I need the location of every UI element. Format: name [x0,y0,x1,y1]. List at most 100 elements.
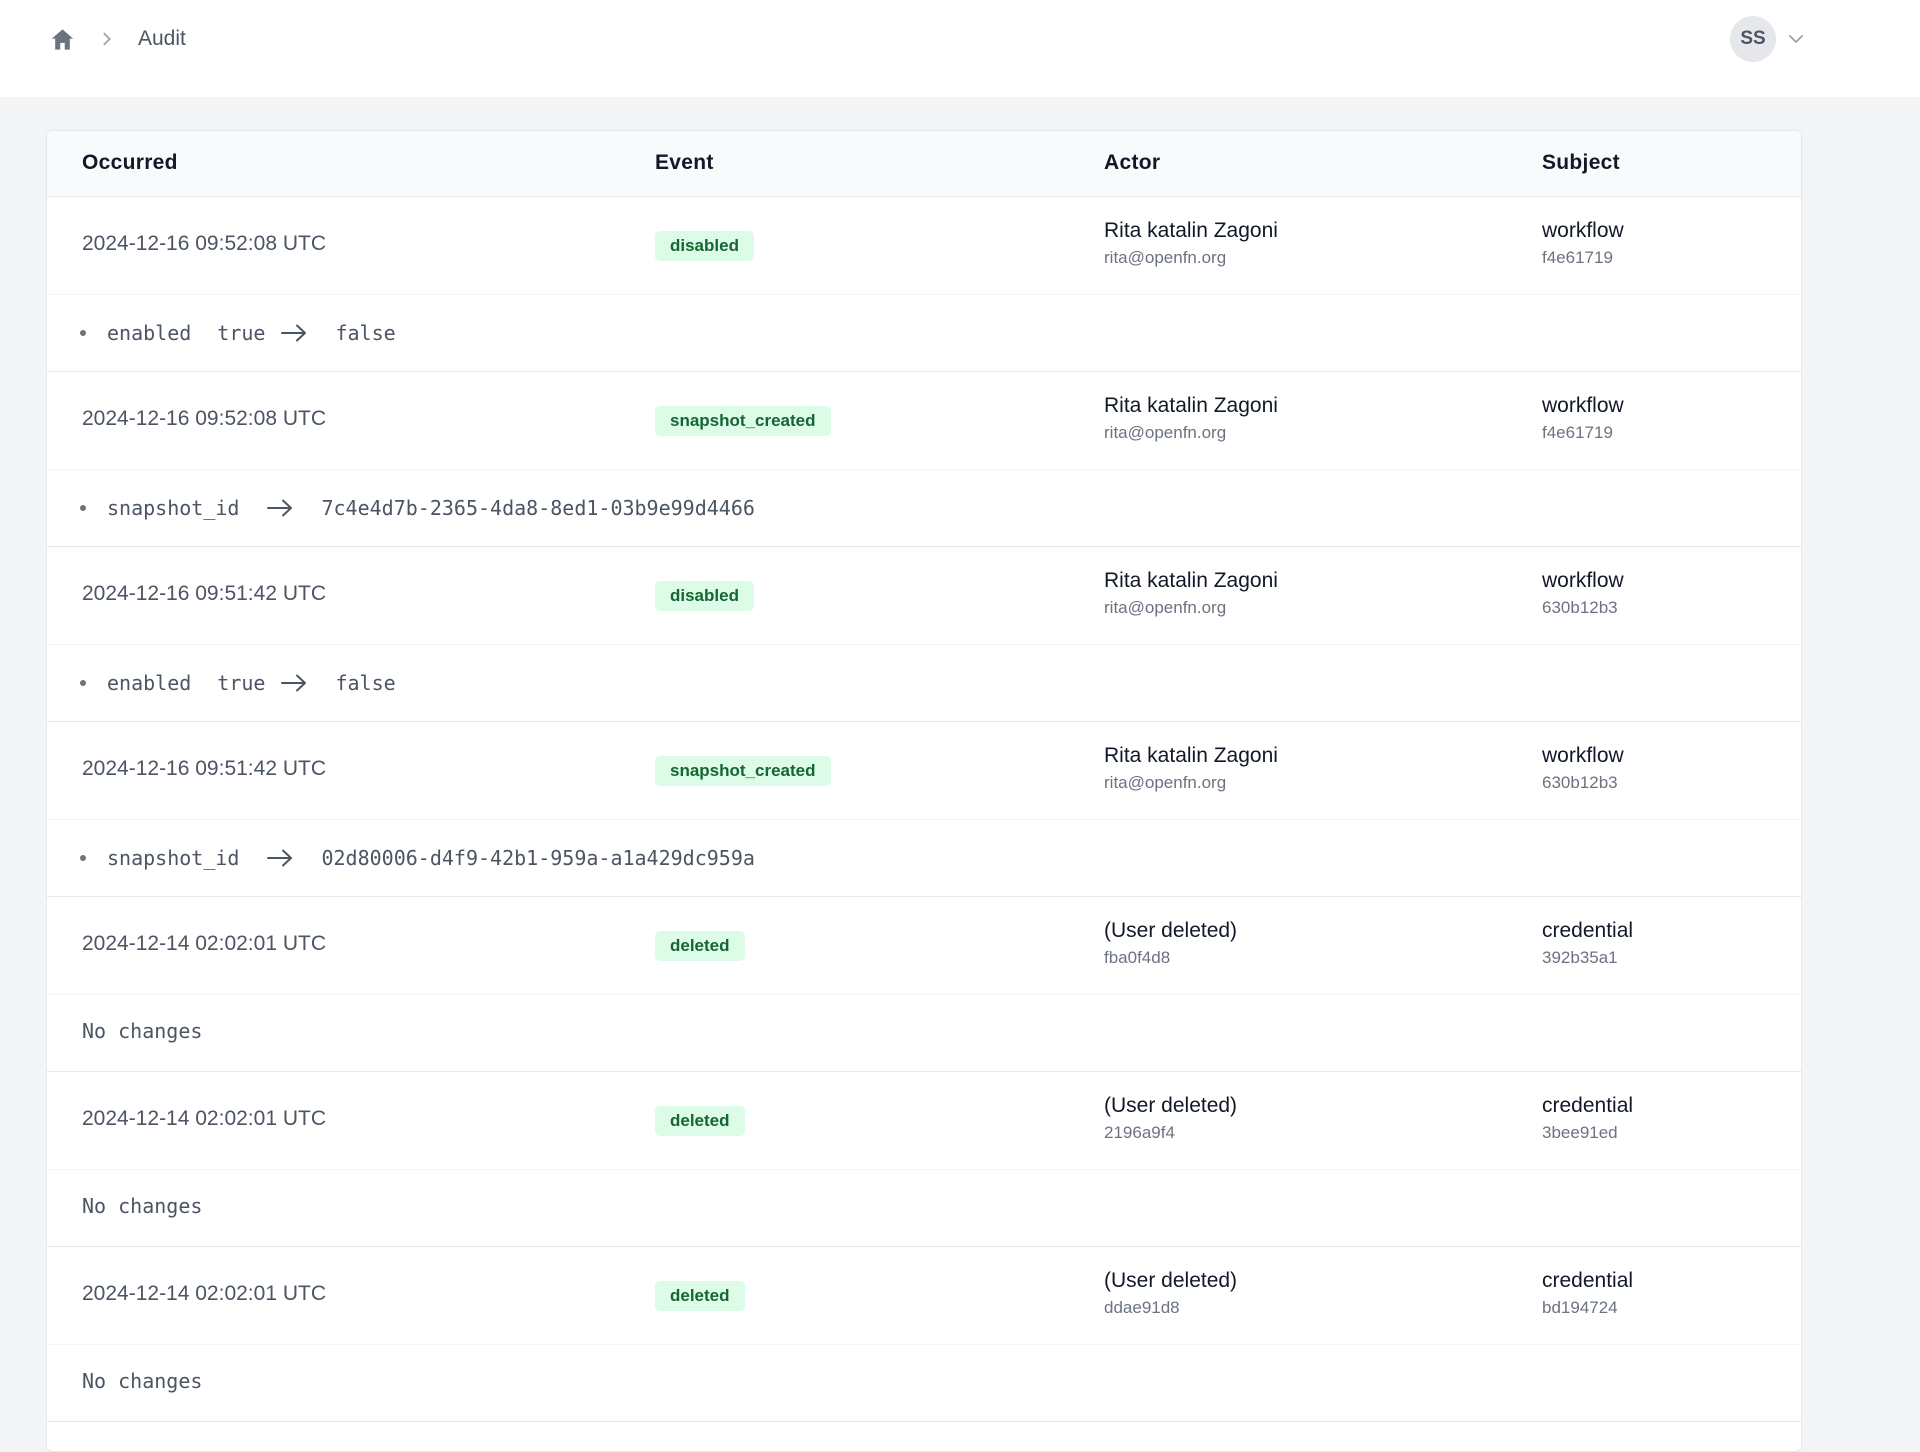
no-changes-text: No changes [82,1019,203,1043]
audit-entry: 2024-12-14 02:02:01 UTC deleted (User de… [47,1247,1801,1422]
top-bar: Audit SS [0,0,1920,97]
event-badge: deleted [655,1106,745,1136]
changes-row: snapshot_id 7c4e4d7b-2365-4da8-8ed1-03b9… [47,470,1801,546]
subject-id: f4e61719 [1542,248,1613,267]
occurred-timestamp: 2024-12-14 02:02:01 UTC [82,932,326,955]
column-header-subject: Subject [1542,151,1620,174]
change-item: enabled true false [80,645,396,721]
actor-name: (User deleted) [1104,1094,1238,1117]
actor-name: Rita katalin Zagoni [1104,394,1278,417]
chevron-down-icon[interactable] [1786,29,1806,49]
change-new-value: 02d80006-d4f9-42b1-959a-a1a429dc959a [321,846,755,870]
breadcrumb: Audit [49,24,186,54]
occurred-timestamp: 2024-12-16 09:51:42 UTC [82,582,326,605]
bullet [80,680,86,686]
bullet [80,330,86,336]
changes-row: No changes [47,1345,1801,1421]
actor-name: Rita katalin Zagoni [1104,569,1278,592]
changes-row: enabled true false [47,645,1801,721]
arrow-right-icon [281,324,307,342]
arrow-right-icon [267,499,293,517]
audit-entry: 2024-12-14 02:02:01 UTC deleted (User de… [47,1072,1801,1247]
no-changes-text: No changes [82,1369,203,1393]
subject-type: workflow [1542,219,1624,242]
actor-id: ddae91d8 [1104,1298,1180,1317]
arrow-right-icon [267,849,293,867]
table-row: 2024-12-14 02:02:01 UTC deleted (User de… [47,1072,1801,1170]
home-icon[interactable] [49,26,76,53]
occurred-timestamp: 2024-12-16 09:52:08 UTC [82,407,326,430]
column-header-actor: Actor [1104,151,1161,174]
subject-id: 630b12b3 [1542,598,1618,617]
chevron-right-icon [103,32,111,46]
avatar[interactable]: SS [1730,16,1776,62]
event-badge: disabled [655,231,754,261]
changes-row: snapshot_id 02d80006-d4f9-42b1-959a-a1a4… [47,820,1801,896]
change-old-value: true [217,321,266,345]
table-row: 2024-12-14 02:02:01 UTC deleted (User de… [47,1247,1801,1345]
bullet [80,855,86,861]
event-badge: deleted [655,931,745,961]
actor-name: (User deleted) [1104,1269,1238,1292]
change-new-value: false [335,321,396,345]
actor-name: Rita katalin Zagoni [1104,219,1278,242]
event-badge: snapshot_created [655,756,831,786]
audit-entry: 2024-12-16 09:52:08 UTC disabled Rita ka… [47,197,1801,372]
changes-row: No changes [47,1170,1801,1246]
arrow-right-icon [281,674,307,692]
changes-row: No changes [47,995,1801,1071]
changes-row: enabled true false [47,295,1801,371]
actor-email: rita@openfn.org [1104,598,1227,617]
table-row: 2024-12-16 09:51:42 UTC snapshot_created… [47,722,1801,820]
change-field: snapshot_id [107,496,240,520]
actor-id: 2196a9f4 [1104,1123,1175,1142]
table-row: 2024-12-16 09:51:42 UTC disabled Rita ka… [47,547,1801,645]
occurred-timestamp: 2024-12-16 09:51:42 UTC [82,757,326,780]
table-row: 2024-12-16 09:52:08 UTC snapshot_created… [47,372,1801,470]
event-badge: snapshot_created [655,406,831,436]
actor-email: rita@openfn.org [1104,248,1227,267]
table-row: 2024-12-16 09:52:08 UTC disabled Rita ka… [47,197,1801,295]
table-row: 2024-12-14 02:02:01 UTC deleted (User de… [47,897,1801,995]
change-item: snapshot_id 7c4e4d7b-2365-4da8-8ed1-03b9… [80,470,755,546]
no-changes-text: No changes [82,1194,203,1218]
event-badge: disabled [655,581,754,611]
change-item: snapshot_id 02d80006-d4f9-42b1-959a-a1a4… [80,820,755,896]
change-field: enabled [107,671,192,695]
change-field: enabled [107,321,192,345]
audit-entry: 2024-12-16 09:52:08 UTC snapshot_created… [47,372,1801,547]
occurred-timestamp: 2024-12-16 09:52:08 UTC [82,232,326,255]
subject-type: credential [1542,919,1634,942]
subject-id: bd194724 [1542,1298,1618,1317]
subject-type: credential [1542,1269,1634,1292]
actor-name: Rita katalin Zagoni [1104,744,1278,767]
column-header-occurred: Occurred [82,151,178,174]
change-new-value: false [335,671,396,695]
occurred-timestamp: 2024-12-14 02:02:01 UTC [82,1107,326,1130]
subject-id: 3bee91ed [1542,1123,1618,1142]
breadcrumb-current: Audit [138,27,186,50]
change-item: enabled true false [80,295,396,371]
column-header-event: Event [655,151,714,174]
subject-id: 630b12b3 [1542,773,1618,792]
subject-type: workflow [1542,569,1624,592]
audit-entry: 2024-12-14 02:02:01 UTC deleted (User de… [47,897,1801,1072]
actor-email: rita@openfn.org [1104,773,1227,792]
subject-id: f4e61719 [1542,423,1613,442]
table-header: Occurred Event Actor Subject [47,131,1801,197]
audit-table: Occurred Event Actor Subject 2024-12-16 … [46,130,1802,1452]
change-new-value: 7c4e4d7b-2365-4da8-8ed1-03b9e99d4466 [321,496,755,520]
occurred-timestamp: 2024-12-14 02:02:01 UTC [82,1282,326,1305]
audit-entry: 2024-12-16 09:51:42 UTC snapshot_created… [47,722,1801,897]
actor-email: rita@openfn.org [1104,423,1227,442]
subject-id: 392b35a1 [1542,948,1618,967]
audit-entry: 2024-12-16 09:51:42 UTC disabled Rita ka… [47,547,1801,722]
subject-type: workflow [1542,394,1624,417]
subject-type: credential [1542,1094,1634,1117]
subject-type: workflow [1542,744,1624,767]
actor-id: fba0f4d8 [1104,948,1171,967]
user-menu[interactable]: SS [1730,16,1806,62]
event-badge: deleted [655,1281,745,1311]
change-field: snapshot_id [107,846,240,870]
actor-name: (User deleted) [1104,919,1238,942]
